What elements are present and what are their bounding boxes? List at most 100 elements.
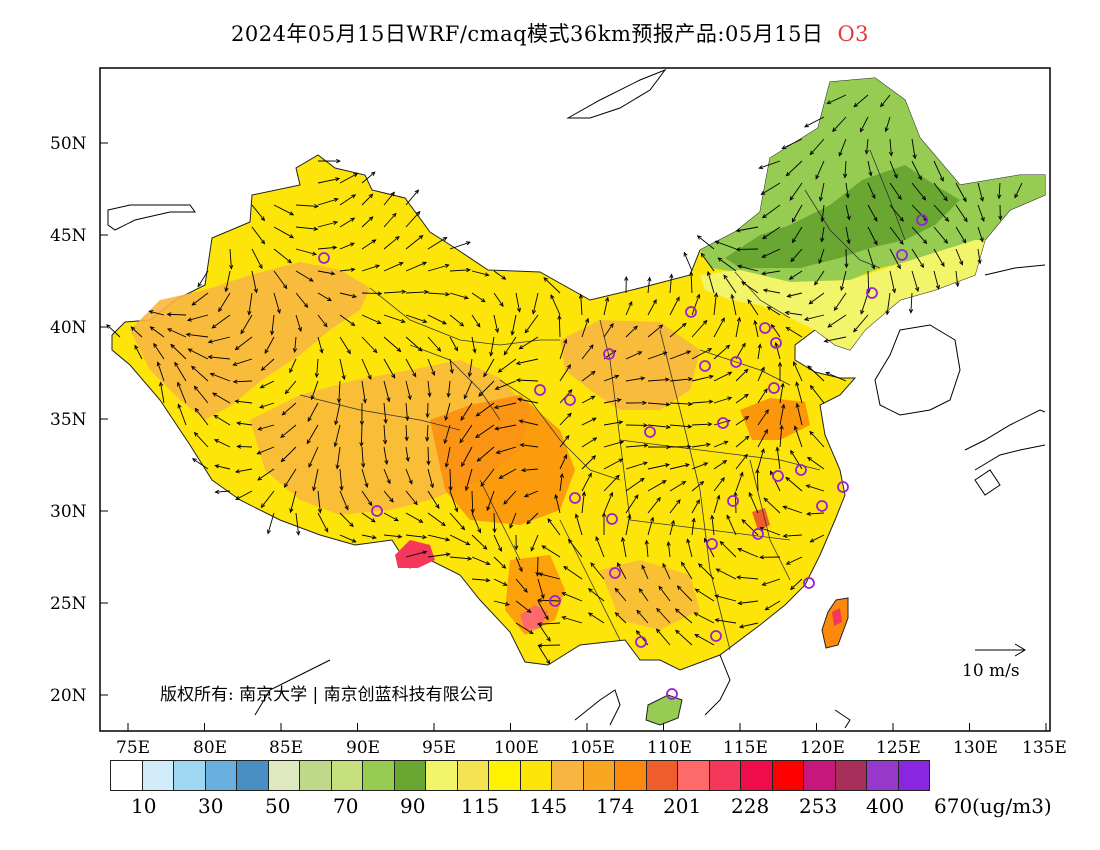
wind-vector	[308, 446, 319, 468]
wind-vector-head	[681, 481, 687, 486]
wind-vector	[361, 216, 374, 228]
wind-vector-head	[412, 372, 417, 378]
wind-vector-head	[280, 433, 285, 438]
wind-vector-head	[781, 403, 786, 409]
wind-vector	[295, 314, 302, 332]
province-borders	[299, 149, 906, 651]
wind-vector-head	[445, 292, 451, 297]
wind-vector-head	[371, 535, 377, 540]
station-marker	[569, 492, 581, 504]
wind-vector-head	[609, 322, 614, 328]
wind-vector-head	[741, 518, 747, 524]
wind-vector	[361, 490, 373, 506]
wind-vector	[590, 562, 605, 580]
lon-label-120e: 120E	[800, 738, 845, 758]
wind-vector-head	[696, 293, 701, 299]
wind-vector	[235, 336, 253, 350]
wind-vector-head	[384, 460, 389, 466]
legend-color-box	[645, 760, 678, 791]
wind-vector-head	[914, 287, 920, 292]
wind-vector-head	[218, 307, 223, 313]
wind-vector-head	[922, 239, 928, 245]
wind-vector-head	[674, 608, 680, 613]
wind-vector-head	[336, 398, 342, 404]
wind-vector-head	[818, 196, 824, 202]
wind-vector	[306, 424, 319, 444]
wind-vector-head	[643, 443, 649, 448]
wind-vector-head	[676, 499, 681, 504]
wind-vector-head	[744, 416, 750, 421]
wind-vector	[734, 492, 737, 514]
wind-vector	[167, 313, 187, 316]
wind-vector-head	[446, 392, 451, 398]
wind-vector-head	[864, 149, 869, 155]
wind-vector	[459, 424, 473, 443]
wind-vector-head	[604, 296, 610, 302]
wind-vector	[804, 116, 825, 128]
lat-label-50n: 50N	[50, 134, 87, 154]
wind-vector	[559, 435, 570, 448]
wind-vector	[524, 314, 539, 333]
wind-vector	[786, 327, 803, 338]
wind-vector	[477, 446, 495, 462]
wind-vector-head	[627, 513, 632, 519]
wind-vector	[490, 336, 495, 356]
lon-label-115e: 115E	[723, 738, 768, 758]
station-marker	[603, 348, 615, 360]
wind-vector	[258, 424, 275, 430]
wind-vector	[977, 248, 981, 264]
wind-vector	[622, 537, 627, 558]
wind-vector-head	[770, 323, 776, 329]
wind-vector	[361, 358, 372, 380]
wind-vector-head	[561, 592, 567, 597]
wind-vector	[311, 380, 319, 400]
wind-vector-head	[346, 349, 351, 355]
wind-vector	[427, 512, 446, 526]
wind-vector-head	[405, 457, 410, 463]
wind-vector-head	[258, 264, 263, 270]
wind-vector	[933, 270, 940, 290]
wind-vector-head	[153, 342, 158, 348]
wind-vector-head	[257, 476, 262, 481]
wind-vector	[537, 644, 550, 664]
wind-vector-head	[367, 374, 372, 380]
wind-vector-head	[675, 629, 680, 635]
wind-vector	[807, 457, 825, 470]
wind-vector	[625, 444, 648, 448]
wind-vector	[449, 468, 452, 491]
wind-vector-head	[314, 373, 319, 379]
wind-vector	[562, 616, 583, 624]
wind-vector-head	[382, 439, 388, 445]
wind-vector	[405, 380, 411, 400]
wind-vector	[575, 514, 583, 536]
station-marker	[318, 252, 330, 264]
wind-vector-head	[444, 462, 449, 468]
wind-vector	[134, 345, 143, 360]
wind-vector-head	[422, 550, 428, 555]
wind-vector	[713, 344, 730, 360]
wind-vector	[818, 248, 825, 264]
wind-vector-head	[618, 458, 624, 463]
legend-color-box	[866, 760, 899, 791]
wind-vector	[471, 336, 476, 353]
wind-vector-head	[943, 196, 948, 202]
wind-vector-head	[459, 322, 465, 327]
northeast-lowest-o3-zone	[725, 165, 960, 268]
wind-vector-head	[790, 585, 795, 591]
wind-vector-head	[466, 267, 472, 273]
wind-vector	[516, 379, 539, 382]
station-marker	[685, 306, 697, 318]
wind-vector	[339, 314, 355, 326]
wind-vector	[259, 402, 275, 408]
wind-vector-head	[177, 403, 182, 409]
legend-color-box	[236, 760, 269, 791]
wind-vector-head	[170, 343, 175, 349]
wind-vector-head	[638, 587, 644, 593]
wind-vector-head	[723, 440, 729, 445]
wind-vector-head	[884, 127, 889, 133]
wind-vector-head	[658, 585, 663, 591]
wind-vector	[698, 563, 715, 580]
wind-vector-head	[501, 275, 507, 280]
wind-vector	[748, 492, 759, 514]
wind-vector-head	[832, 127, 837, 133]
